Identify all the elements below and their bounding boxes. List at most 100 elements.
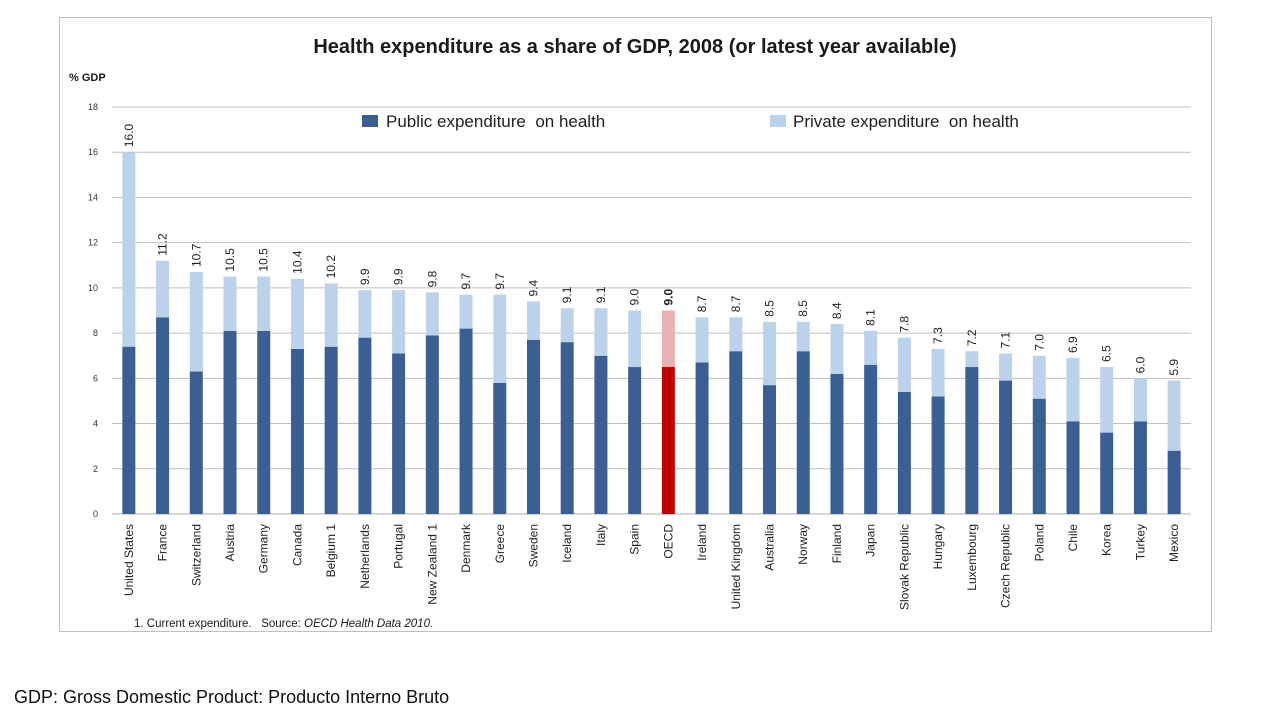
x-tick-label: Germany <box>257 524 271 573</box>
bar-public <box>695 362 709 514</box>
y-tick-label: 6 <box>93 373 98 383</box>
bar-private <box>392 290 406 354</box>
x-tick-label: Denmark <box>459 523 473 573</box>
data-label: 9.0 <box>628 288 642 305</box>
bar-public <box>661 367 675 514</box>
data-label: 9.7 <box>493 273 507 290</box>
bar-public <box>425 335 439 514</box>
x-tick-label: Portugal <box>392 524 406 569</box>
data-label: 6.0 <box>1133 356 1147 373</box>
bar-public <box>965 367 979 514</box>
x-tick-label: United States <box>122 524 136 596</box>
bar-public <box>526 339 540 514</box>
bar-private <box>1032 355 1046 399</box>
bar-private <box>1100 367 1114 433</box>
data-label: 8.7 <box>695 295 709 312</box>
y-tick-layer: 0 2 4 6 8 10 12 14 16 18 <box>88 102 98 519</box>
bar-private <box>628 310 642 368</box>
bar-public <box>392 353 406 514</box>
bar-layer <box>122 152 1181 514</box>
footnote: 1. Current expenditure. Source: OECD Hea… <box>134 618 433 630</box>
bar-private <box>324 283 338 347</box>
bar-public <box>594 355 608 514</box>
bar-public <box>830 373 844 514</box>
bar-public <box>1032 398 1046 514</box>
data-label: 10.5 <box>223 248 237 272</box>
legend-swatch-public <box>362 115 378 127</box>
x-tick-label: Turkey <box>1133 524 1147 560</box>
bar-public <box>1167 450 1181 514</box>
x-tick-label: Switzerland <box>189 524 203 586</box>
x-tick-label: Greece <box>493 524 507 564</box>
y-tick-label: 12 <box>88 238 98 248</box>
bar-private <box>796 321 810 352</box>
data-label: 10.2 <box>324 255 338 279</box>
bar-private <box>830 324 844 374</box>
x-tick-label: Japan <box>864 524 878 557</box>
x-tick-label: Netherlands <box>358 524 372 589</box>
x-tick-label: Finland <box>830 524 844 563</box>
data-label: 16.0 <box>122 124 136 148</box>
data-label: 7.8 <box>897 316 911 333</box>
bar-private <box>965 351 979 368</box>
data-label: 8.5 <box>796 300 810 317</box>
bar-public <box>864 364 878 514</box>
bar-private <box>257 276 271 331</box>
bar-public <box>459 328 473 514</box>
data-label: 9.1 <box>594 286 608 303</box>
bar-private <box>189 272 203 372</box>
x-tick-label: OECD <box>661 524 675 559</box>
data-label: 10.4 <box>290 250 304 274</box>
bar-public <box>1100 432 1114 514</box>
bar-private <box>1066 357 1080 422</box>
data-label: 9.7 <box>459 273 473 290</box>
caption: GDP: Gross Domestic Product: Producto In… <box>14 687 450 707</box>
bar-private <box>1133 378 1147 422</box>
footnote-prefix: 1. Current expenditure. Source: <box>134 618 304 630</box>
x-tick-label: Czech Republic <box>999 524 1013 608</box>
data-label: 5.9 <box>1167 359 1181 376</box>
bar-private <box>493 294 507 383</box>
y-tick-label: 14 <box>88 192 98 202</box>
x-tick-label: Chile <box>1066 524 1080 552</box>
bar-private <box>459 294 473 329</box>
bar-public <box>189 371 203 514</box>
x-tick-label: New Zealand 1 <box>425 524 439 605</box>
x-tick-label: Slovak Republic <box>897 524 911 610</box>
bar-private <box>1167 380 1181 451</box>
legend-label-private: Private expenditure on health <box>793 112 1019 131</box>
data-label-layer: 16.0 11.2 10.7 10.5 10.5 10.4 10.2 9.9 9.9 9.8 9.7… <box>122 124 1181 376</box>
legend: Public expenditure on health Private exp… <box>362 112 1019 131</box>
y-tick-label: 0 <box>93 509 98 519</box>
bar-private <box>223 276 237 331</box>
x-tick-label: Iceland <box>560 524 574 563</box>
x-tick-label: Luxembourg <box>965 524 979 591</box>
bar-private <box>358 290 372 338</box>
legend-swatch-private <box>770 115 786 127</box>
bar-private <box>729 317 743 352</box>
bar-private <box>763 321 777 386</box>
footnote-source: OECD Health Data 2010. <box>304 618 433 630</box>
grid-layer <box>112 106 1191 515</box>
bar-private <box>897 337 911 392</box>
x-tick-label: Italy <box>594 524 608 546</box>
bar-private <box>290 278 304 349</box>
bar-private <box>526 301 540 340</box>
x-tick-label: Poland <box>1032 524 1046 561</box>
y-tick-label: 4 <box>93 419 98 429</box>
y-axis-label: % GDP <box>69 72 106 84</box>
bar-private <box>594 308 608 356</box>
data-label: 8.7 <box>729 295 743 312</box>
y-tick-label: 18 <box>88 102 98 112</box>
bar-public <box>763 385 777 514</box>
bar-public <box>897 391 911 514</box>
data-label: 10.5 <box>257 248 271 272</box>
data-label: 7.1 <box>999 331 1013 348</box>
data-label: 6.9 <box>1066 336 1080 353</box>
bar-public <box>122 346 136 514</box>
data-label: 9.8 <box>425 270 439 287</box>
data-label: 9.0 <box>661 288 675 305</box>
x-tick-label: Ireland <box>695 524 709 561</box>
bar-private <box>122 152 136 347</box>
x-tick-label: Hungary <box>931 524 945 569</box>
